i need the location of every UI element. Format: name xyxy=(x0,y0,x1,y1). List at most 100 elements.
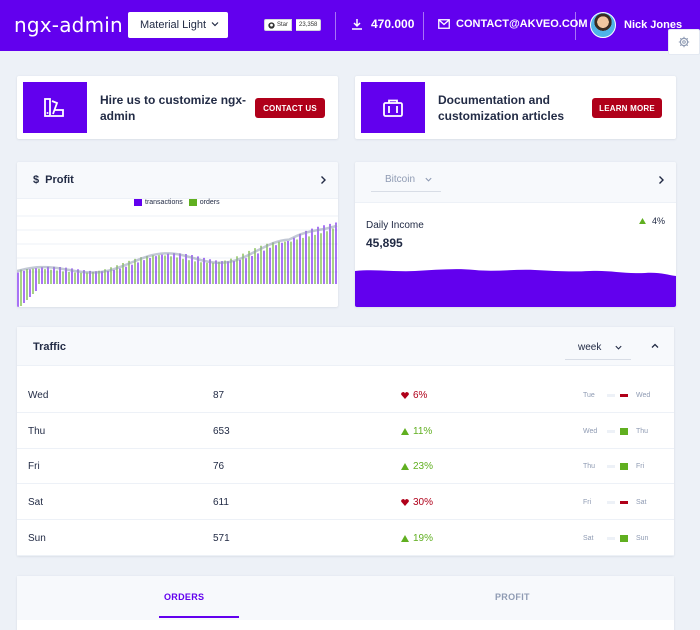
chevron-down-icon xyxy=(425,177,432,182)
legend-label: orders xyxy=(199,199,220,206)
dollar-icon: $ xyxy=(33,174,40,186)
header-divider xyxy=(335,12,336,40)
github-icon xyxy=(268,21,275,29)
legend-swatch xyxy=(188,199,197,206)
row-value: 571 xyxy=(213,532,230,544)
row-comparison: Fri Sat xyxy=(583,499,647,506)
row-value: 611 xyxy=(213,497,229,509)
comparison-bar-prev xyxy=(607,536,615,540)
contact-us-button[interactable]: CONTACT US xyxy=(255,98,325,118)
contact-link[interactable]: CONTACT@AKVEO.COM xyxy=(438,18,588,30)
comparison-cur-label: Wed xyxy=(636,392,651,399)
user-menu[interactable]: Nick Jones xyxy=(590,12,682,38)
card-header: $ Profit xyxy=(17,162,338,199)
github-star-button[interactable]: Star xyxy=(264,19,293,31)
delta-value: 4% xyxy=(652,216,666,226)
comparison-prev-label: Tue xyxy=(583,392,595,399)
contact-email: CONTACT@AKVEO.COM xyxy=(456,18,588,30)
card-title: Traffic xyxy=(33,341,67,353)
header-divider xyxy=(575,12,576,40)
downloads-counter[interactable]: 470.000 xyxy=(351,17,414,31)
comparison-bar-current xyxy=(620,501,628,505)
downloads-value: 470.000 xyxy=(371,17,415,31)
legend-item-transactions: transactions xyxy=(134,199,183,206)
row-day: Fri xyxy=(28,461,40,473)
github-star-widget[interactable]: Star 23,358 xyxy=(264,19,322,31)
comparison-bar-current xyxy=(620,463,628,471)
arrow-up-icon xyxy=(639,218,646,224)
theme-select[interactable]: Material Light xyxy=(128,12,228,38)
legend-swatch xyxy=(134,199,142,206)
currency-select[interactable]: Bitcoin xyxy=(371,168,441,192)
orders-profit-card: ORDERS PROFIT xyxy=(17,576,674,630)
gear-icon xyxy=(678,36,690,48)
theme-select-value: Material Light xyxy=(140,19,207,31)
legend-item-orders: orders xyxy=(188,199,220,206)
bitcoin-card: Bitcoin Daily Income 45,895 4% xyxy=(355,162,676,307)
profit-chart xyxy=(17,215,338,307)
comparison-prev-label: Thu xyxy=(583,463,596,471)
avatar[interactable] xyxy=(590,12,616,38)
comparison-cur-label: Sat xyxy=(636,499,647,507)
tab-profit[interactable]: PROFIT xyxy=(495,592,530,602)
row-delta: 11% xyxy=(401,426,432,437)
top-header: ngx-admin Material Light Star 23,358 470… xyxy=(0,0,700,51)
user-name: Nick Jones xyxy=(624,19,683,31)
traffic-card: Traffic week Wed 87 6% Tue Wed Thu 653 11% Wed Th… xyxy=(17,327,674,556)
daily-income-delta: 4% xyxy=(639,216,665,226)
settings-button[interactable] xyxy=(668,29,700,55)
table-row: Sun 571 19% Sat Sun xyxy=(17,521,674,556)
row-delta: 30% xyxy=(401,497,433,508)
card-header: Bitcoin xyxy=(355,162,676,203)
promo-card-hire: Hire us to customize ngx-admin CONTACT U… xyxy=(17,76,338,139)
profit-title-text: Profit xyxy=(45,174,74,186)
row-delta-value: 11% xyxy=(413,425,433,437)
github-star-count[interactable]: 23,358 xyxy=(296,19,322,31)
briefcase-icon xyxy=(383,99,403,117)
row-delta: 6% xyxy=(401,390,427,401)
chevron-right-icon[interactable] xyxy=(657,175,665,185)
comparison-prev-label: Sat xyxy=(583,534,594,542)
row-day: Thu xyxy=(28,425,46,437)
period-select-value: week xyxy=(578,342,602,353)
comparison-cur-label: Thu xyxy=(636,427,649,435)
comparison-prev-label: Fri xyxy=(583,499,592,507)
row-delta-value: 6% xyxy=(413,390,428,401)
row-comparison: Sat Sun xyxy=(583,534,649,542)
promo-card-docs: Documentation and customization articles… xyxy=(355,76,676,139)
currency-select-value: Bitcoin xyxy=(385,174,416,185)
app-logo[interactable]: ngx-admin xyxy=(14,13,123,37)
heart-down-icon xyxy=(401,392,409,399)
row-comparison: Wed Thu xyxy=(583,427,649,435)
row-value: 653 xyxy=(213,425,230,437)
learn-more-button[interactable]: LEARN MORE xyxy=(592,98,662,118)
comparison-bar-prev xyxy=(607,429,615,433)
legend-label: transactions xyxy=(145,199,183,206)
chevron-right-icon[interactable] xyxy=(319,175,327,185)
daily-income-label: Daily Income xyxy=(366,220,424,231)
arrow-up-icon xyxy=(401,463,409,471)
mail-icon xyxy=(438,19,450,29)
chevron-up-icon[interactable] xyxy=(650,341,660,351)
header-divider xyxy=(423,12,424,40)
table-row: Thu 653 11% Wed Thu xyxy=(17,414,674,449)
table-row: Wed 87 6% Tue Wed xyxy=(17,378,674,413)
period-select[interactable]: week xyxy=(565,336,631,360)
comparison-prev-label: Wed xyxy=(583,427,598,435)
row-delta-value: 19% xyxy=(413,532,434,544)
promo-text: Documentation and customization articles xyxy=(438,93,565,123)
row-delta-value: 23% xyxy=(413,461,434,473)
row-delta-value: 30% xyxy=(413,497,434,509)
comparison-bar-current xyxy=(620,534,628,542)
daily-income-value: 45,895 xyxy=(366,236,403,250)
comparison-bar-prev xyxy=(607,465,615,469)
palette-icon xyxy=(44,97,64,117)
tab-orders[interactable]: ORDERS xyxy=(164,592,205,602)
comparison-cur-label: Sun xyxy=(636,534,649,542)
row-day: Sun xyxy=(28,532,46,544)
active-tab-indicator xyxy=(159,616,239,618)
comparison-bar-current xyxy=(620,427,628,435)
row-delta: 19% xyxy=(401,533,433,544)
row-value: 87 xyxy=(213,390,225,401)
arrow-up-icon xyxy=(401,427,409,435)
